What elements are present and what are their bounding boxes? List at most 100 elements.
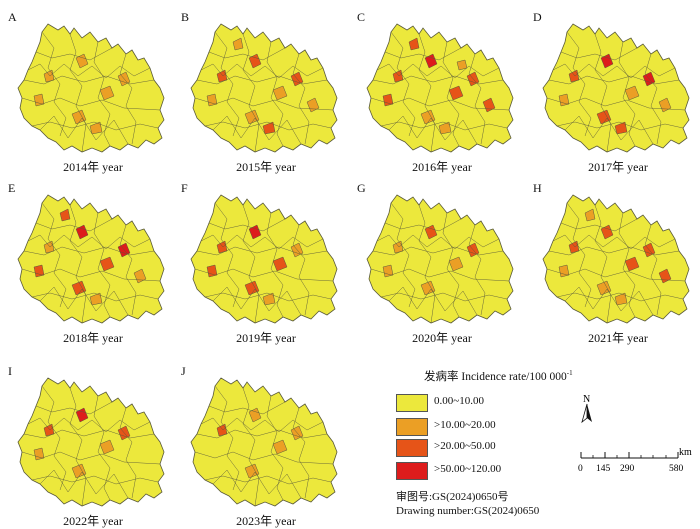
county-class-4 [424,53,438,69]
panel-caption: 2017年 year [588,160,648,174]
county-class-4 [248,224,262,240]
panel-caption: 2023年 year [236,514,296,528]
panel-letter: J [181,364,186,378]
county-border [39,115,129,145]
county-class-2 [272,439,288,455]
legend-title: 发病率 Incidence rate/100 000-1 [424,369,573,383]
map-panel-c: C 2016年 year [357,10,517,175]
county-border [212,286,302,316]
map-review-number: 审图号:GS(2024)0650号 Drawing number:GS(2024… [396,490,539,518]
county-border [119,224,137,316]
province-outline [542,194,690,324]
panel-caption: 2018年 year [63,331,123,345]
county-border [200,63,324,79]
county-border [556,292,684,302]
county-class-2 [420,280,436,296]
county-class-2 [206,93,218,107]
province-map [190,23,338,153]
county-border [384,47,462,61]
county-class-2 [558,264,570,278]
county-border [372,75,504,85]
county-border [546,97,686,111]
county-border [31,292,159,302]
province-map [542,194,690,324]
county-class-2 [71,463,87,479]
county-class-3 [59,208,71,222]
legend-swatch [396,418,428,436]
province-outline [542,23,690,153]
county-border [23,246,155,256]
county-class-2 [244,463,260,479]
county-border [380,121,508,131]
province-outline [190,377,338,507]
county-border [41,385,67,491]
legend: 发病率 Incidence rate/100 000-1 0.00~10.00 … [396,368,596,480]
county-class-3 [624,256,640,272]
review-number-en: Drawing number:GS(2024)0650 [396,505,540,517]
panel-letter: H [533,181,542,195]
map-panel-j: J 2023年 year [181,364,341,529]
county-border [194,268,334,282]
county-border [27,417,151,433]
legend-item-class-1: 0.00~10.00 [396,394,596,412]
county-border [292,53,310,145]
panel-letter: B [181,10,190,24]
province-outline [17,377,165,507]
county-border [370,97,510,111]
county-border [556,121,684,131]
county-border [31,475,159,485]
county-class-2 [584,208,596,222]
map-panel-i: I 2022年 year [8,364,168,529]
county-border [390,202,416,308]
county-class-3 [596,109,612,125]
county-border [214,31,240,137]
county-class-3 [262,121,276,135]
county-border [266,41,284,147]
province-map [17,194,165,324]
province-map [17,23,165,153]
county-border [39,469,129,499]
county-border [212,115,302,145]
county-class-2 [244,109,260,125]
county-border [35,218,113,232]
county-border [31,121,159,131]
north-arrow-and-scale-bar: N 0 145 290 580 km [578,388,698,478]
county-border [27,63,151,79]
county-border [208,47,286,61]
scale-tick-290: 290 [620,464,635,474]
county-border [566,31,592,137]
county-border [390,31,416,137]
county-class-2 [75,53,89,69]
map-panel-b: B 2015年 year [181,10,341,175]
county-border [212,469,302,499]
province-outline [366,23,514,153]
county-class-4 [75,224,89,240]
scale-unit: km [679,447,692,458]
county-class-3 [71,280,87,296]
panel-letter: A [8,10,17,24]
province-map [542,23,690,153]
county-class-2 [89,292,103,306]
county-border [548,246,680,256]
county-class-2 [448,256,464,272]
county-border [35,47,113,61]
county-border [376,63,500,79]
county-border [442,41,460,147]
county-class-2 [420,109,436,125]
county-border [618,41,636,147]
legend-swatch [396,462,428,480]
county-border [564,115,654,145]
north-arrow-icon [581,403,592,424]
province-outline [190,194,338,324]
map-panel-d: D 2017年 year [533,10,693,175]
county-border [546,268,686,282]
county-border [560,47,638,61]
county-class-4 [600,53,614,69]
county-border [468,224,486,316]
panel-caption: 2020年 year [412,331,472,345]
county-border [204,475,332,485]
panel-letter: I [8,364,12,378]
county-border [23,429,155,439]
county-class-2 [99,85,115,101]
county-class-2 [614,292,628,306]
